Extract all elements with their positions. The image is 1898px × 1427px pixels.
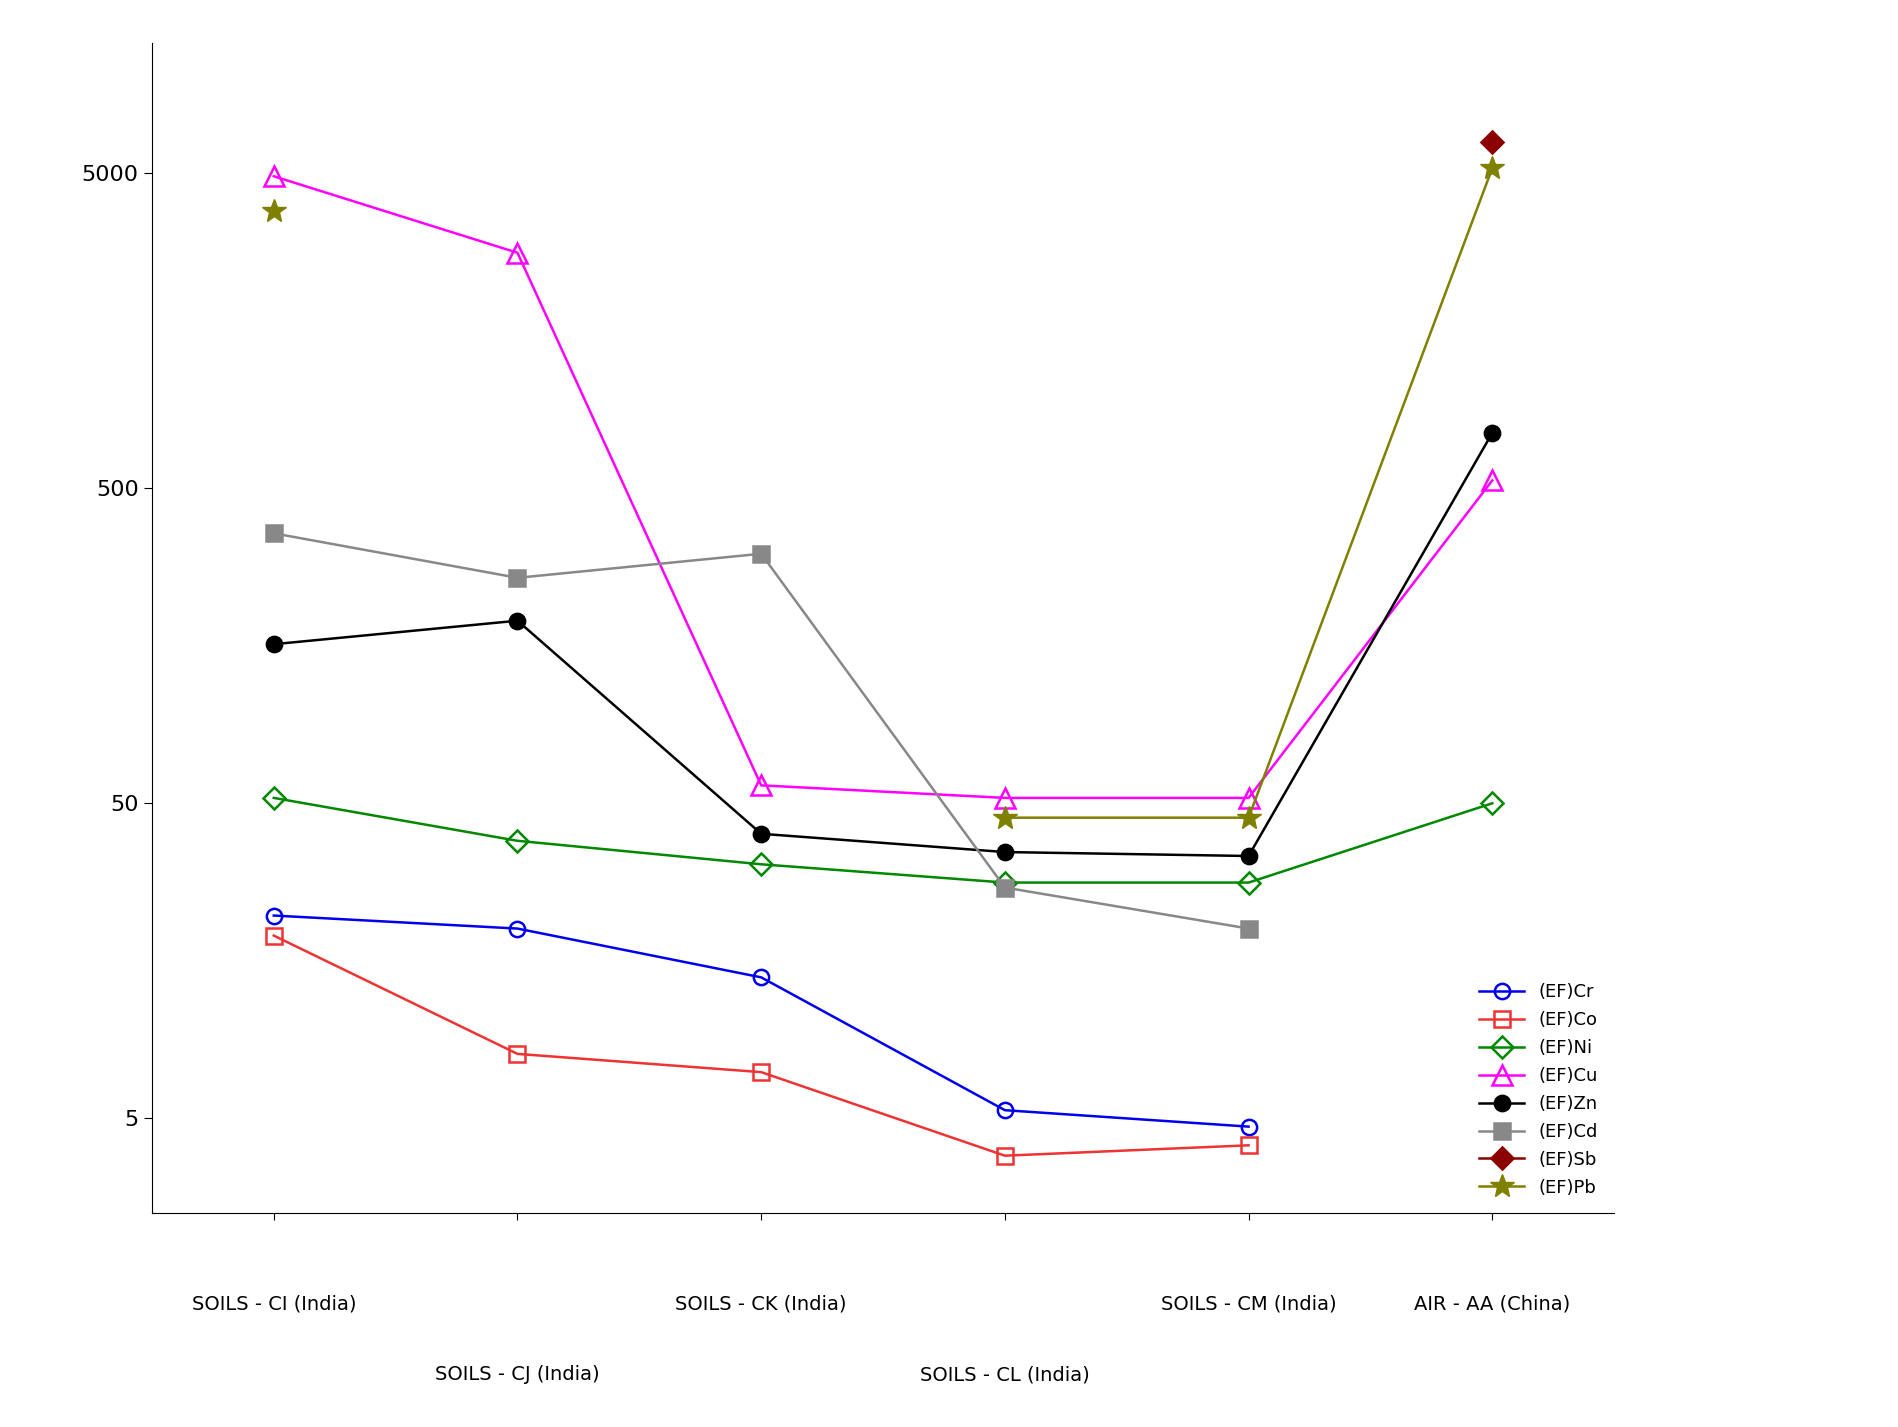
Line: (EF)Cu: (EF)Cu [264, 167, 1501, 808]
(EF)Ni [262, 789, 285, 806]
(EF)Ni [1237, 873, 1260, 890]
Text: SOILS - CJ (India): SOILS - CJ (India) [435, 1366, 600, 1384]
(EF)Zn [993, 843, 1015, 860]
(EF)Cd [993, 879, 1015, 896]
Line: (EF)Cr: (EF)Cr [266, 908, 1256, 1134]
Line: (EF)Co: (EF)Co [266, 928, 1256, 1163]
(EF)Cu [750, 776, 772, 793]
(EF)Cr [993, 1102, 1015, 1119]
(EF)Cr [1237, 1119, 1260, 1136]
(EF)Zn [1480, 424, 1503, 441]
(EF)Zn [262, 635, 285, 652]
(EF)Ni [750, 856, 772, 873]
(EF)Cu [505, 244, 528, 261]
(EF)Cd [262, 525, 285, 542]
(EF)Co [750, 1063, 772, 1080]
Line: (EF)Ni: (EF)Ni [266, 791, 1499, 890]
(EF)Cd [1237, 920, 1260, 938]
(EF)Cd [505, 569, 528, 586]
(EF)Zn [1237, 848, 1260, 865]
(EF)Co [1237, 1137, 1260, 1154]
(EF)Co [505, 1046, 528, 1063]
(EF)Cd [750, 545, 772, 562]
Text: SOILS - CM (India): SOILS - CM (India) [1160, 1294, 1336, 1314]
(EF)Ni [1480, 795, 1503, 812]
Text: SOILS - CI (India): SOILS - CI (India) [192, 1294, 355, 1314]
Text: SOILS - CK (India): SOILS - CK (India) [676, 1294, 847, 1314]
(EF)Ni [505, 832, 528, 849]
Text: SOILS - CL (India): SOILS - CL (India) [919, 1366, 1089, 1384]
(EF)Cr [750, 969, 772, 986]
(EF)Cu [1237, 789, 1260, 806]
Text: AIR - AA (China): AIR - AA (China) [1414, 1294, 1570, 1314]
(EF)Cu [993, 789, 1015, 806]
(EF)Ni [993, 873, 1015, 890]
(EF)Cu [1480, 472, 1503, 489]
(EF)Co [262, 928, 285, 945]
(EF)Cu [262, 168, 285, 186]
(EF)Zn [750, 825, 772, 842]
Legend: (EF)Cr, (EF)Co, (EF)Ni, (EF)Cu, (EF)Zn, (EF)Cd, (EF)Sb, (EF)Pb: (EF)Cr, (EF)Co, (EF)Ni, (EF)Cu, (EF)Zn, … [1471, 976, 1604, 1204]
(EF)Cr [262, 908, 285, 925]
Line: (EF)Cd: (EF)Cd [266, 525, 1256, 936]
(EF)Co [993, 1147, 1015, 1164]
(EF)Cr [505, 920, 528, 938]
(EF)Zn [505, 612, 528, 629]
Line: (EF)Zn: (EF)Zn [266, 425, 1499, 863]
